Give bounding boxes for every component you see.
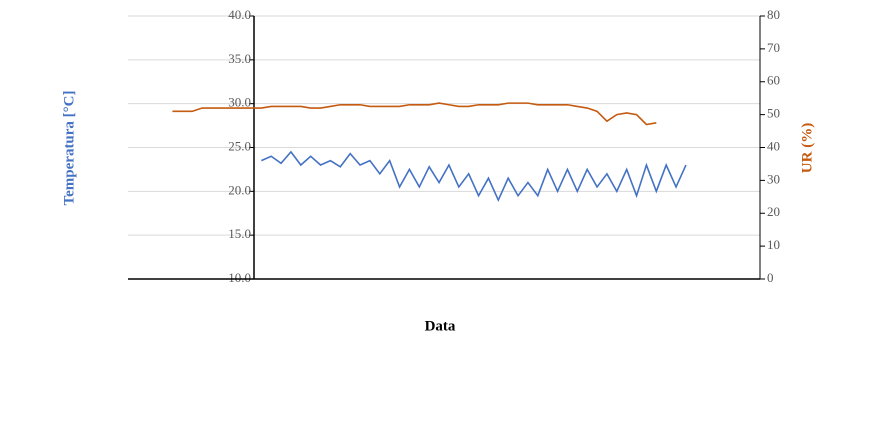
y2-tick-label: 0 [767,270,774,285]
y-tick-label: 40.0 [228,7,251,22]
series-line [172,102,657,126]
y-tick-label: 35.0 [228,51,251,66]
y2-tick-label: 10 [767,237,780,252]
y2-tick-label: 20 [767,204,780,219]
y2-tick-label: 40 [767,138,780,153]
y-tick-label: 10.0 [228,270,251,285]
y2-tick-label: 30 [767,171,780,186]
y2-tick-label: 50 [767,106,780,121]
y-tick-label: 20.0 [228,182,251,197]
y-tick-label: 25.0 [228,138,251,153]
y-tick-label: 30.0 [228,95,251,110]
y-axis-title: Temperatura [°C] [61,90,77,205]
y2-axis-title: UR (%) [799,123,815,173]
x-axis-title: Data [425,318,456,334]
y2-tick-label: 80 [767,7,780,22]
y-tick-label: 15.0 [228,226,251,241]
series-line [260,150,687,203]
y2-tick-label: 70 [767,40,780,55]
y2-tick-label: 60 [767,73,780,88]
